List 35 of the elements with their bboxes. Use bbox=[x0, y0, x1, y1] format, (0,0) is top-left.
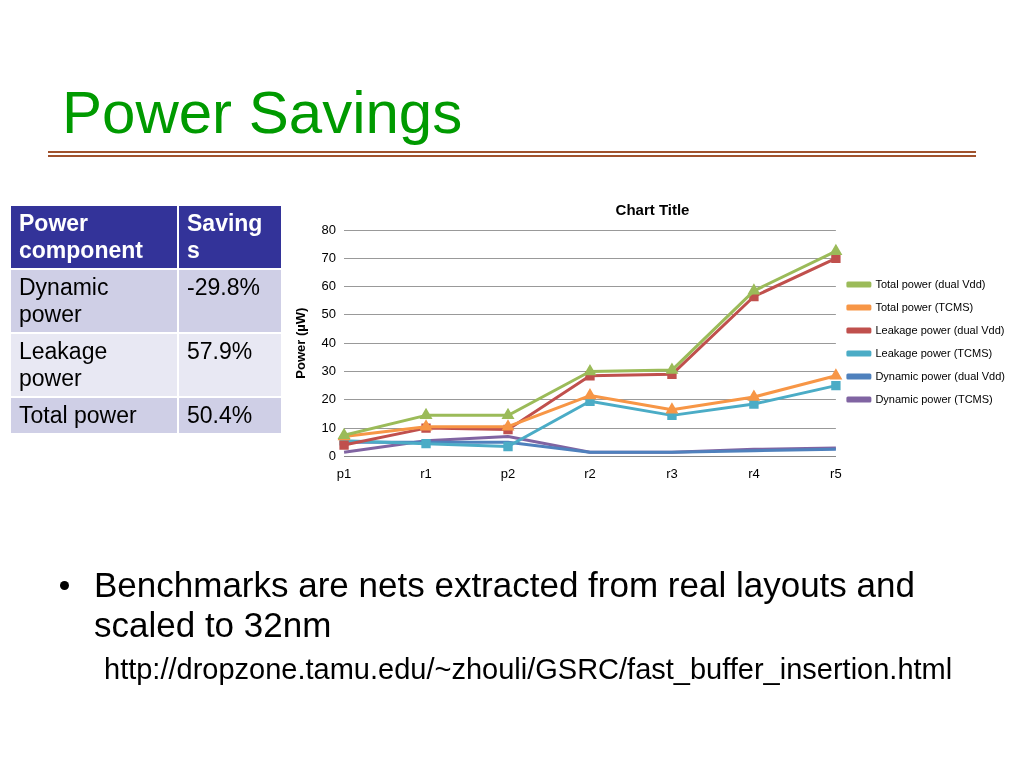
x-tick-label: p2 bbox=[500, 465, 516, 481]
y-tick-label: 80 bbox=[321, 221, 337, 237]
legend-label: Leakage power (TCMS) bbox=[875, 346, 993, 359]
legend-label: Total power (dual Vdd) bbox=[875, 277, 986, 290]
x-tick-label: r5 bbox=[830, 465, 842, 481]
chart-title: Chart Title bbox=[615, 201, 690, 219]
x-tick-label: r1 bbox=[420, 465, 432, 481]
category-label: Savings bbox=[178, 205, 282, 269]
x-tick-label: r3 bbox=[666, 465, 678, 481]
text: 57.9% bbox=[187, 338, 253, 364]
legend-label: Dynamic power (dual Vdd) bbox=[875, 369, 1006, 382]
text: Power Savings bbox=[62, 78, 463, 147]
y-axis-title: Power (µW) bbox=[293, 307, 309, 379]
text: -29.8% bbox=[187, 274, 260, 300]
category-label: Leakage power bbox=[19, 338, 108, 391]
x-tick-label: r2 bbox=[584, 465, 596, 481]
x-tick-label: r4 bbox=[748, 465, 760, 481]
legend-label: Leakage power (dual Vdd) bbox=[875, 323, 1005, 336]
y-tick-label: 60 bbox=[321, 278, 337, 294]
text: 50.4% bbox=[187, 402, 253, 428]
x-tick-label: p1 bbox=[336, 465, 352, 481]
y-tick-label: 70 bbox=[321, 249, 337, 265]
y-tick-label: 30 bbox=[321, 363, 337, 379]
y-tick-label: 40 bbox=[321, 334, 337, 350]
y-tick-label: 20 bbox=[321, 391, 337, 407]
category-label: Total power bbox=[19, 402, 137, 428]
y-tick-label: 50 bbox=[321, 306, 337, 322]
text: Benchmarks are nets extracted from real layouts and scaled to 32nm bbox=[93, 565, 916, 645]
legend-label: Total power (TCMS) bbox=[875, 300, 974, 313]
y-tick-label: 0 bbox=[328, 447, 337, 463]
category-label: Dynamic power bbox=[19, 274, 109, 327]
text: http://dropzone.tamu.edu/~zhouli/GSRC/fast_buffer_insertion.html bbox=[103, 653, 954, 686]
category-label: Power component bbox=[10, 205, 178, 269]
legend-label: Dynamic power (TCMS) bbox=[875, 392, 993, 405]
y-tick-label: 10 bbox=[321, 419, 337, 435]
